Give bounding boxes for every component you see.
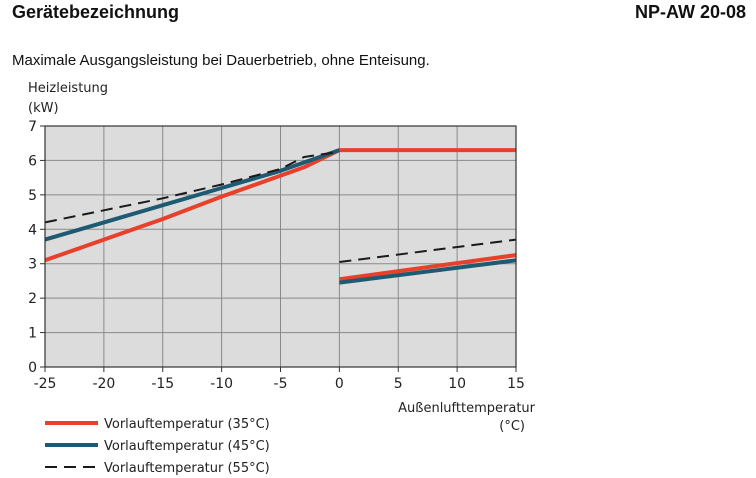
- legend-label-2: Vorlauftemperatur (45°C): [104, 439, 270, 454]
- y-tick-label: 7: [28, 119, 37, 135]
- y-axis-unit: (kW): [28, 101, 59, 116]
- series-line-2: [44, 148, 341, 242]
- y-tick-label: 4: [28, 222, 37, 238]
- series-line-2: [339, 258, 517, 285]
- series-line-3: [339, 238, 517, 263]
- x-axis-label: Außenlufttemperatur: [398, 401, 536, 416]
- plot-border: [44, 125, 517, 368]
- chart-subtitle: Maximale Ausgangsleistung bei Dauerbetri…: [12, 52, 430, 69]
- x-tick-label: -25: [34, 376, 57, 392]
- x-tick-label: 15: [507, 376, 525, 392]
- y-tick-label: 5: [28, 188, 37, 204]
- y-axis-label: Heizleistung: [28, 81, 108, 96]
- x-tick-label: 5: [394, 376, 403, 392]
- x-axis-unit: (°C): [499, 419, 525, 434]
- series-line-3: [44, 150, 340, 224]
- y-tick-label: 0: [28, 360, 37, 376]
- legend-label-3: Vorlauftemperatur (55°C): [104, 461, 270, 476]
- x-tick-label: 10: [448, 376, 466, 392]
- y-tick-label: 2: [28, 291, 37, 307]
- x-tick-label: -10: [210, 376, 233, 392]
- y-tick-label: 1: [28, 326, 37, 342]
- x-tick-label: -20: [92, 376, 115, 392]
- y-tick-label: 6: [28, 153, 37, 169]
- model-name: NP-AW 20-08: [634, 2, 746, 22]
- x-tick-label: 0: [335, 376, 344, 392]
- series-line-1: [339, 253, 517, 282]
- x-tick-label: -15: [151, 376, 174, 392]
- y-tick-label: 3: [28, 257, 37, 273]
- x-tick-label: -5: [274, 376, 288, 392]
- legend-label-1: Vorlauftemperatur (35°C): [104, 417, 270, 432]
- page-title: Gerätebezeichnung: [12, 2, 180, 22]
- legend: Vorlauftemperatur (35°C) Vorlauftemperatu…: [45, 417, 270, 476]
